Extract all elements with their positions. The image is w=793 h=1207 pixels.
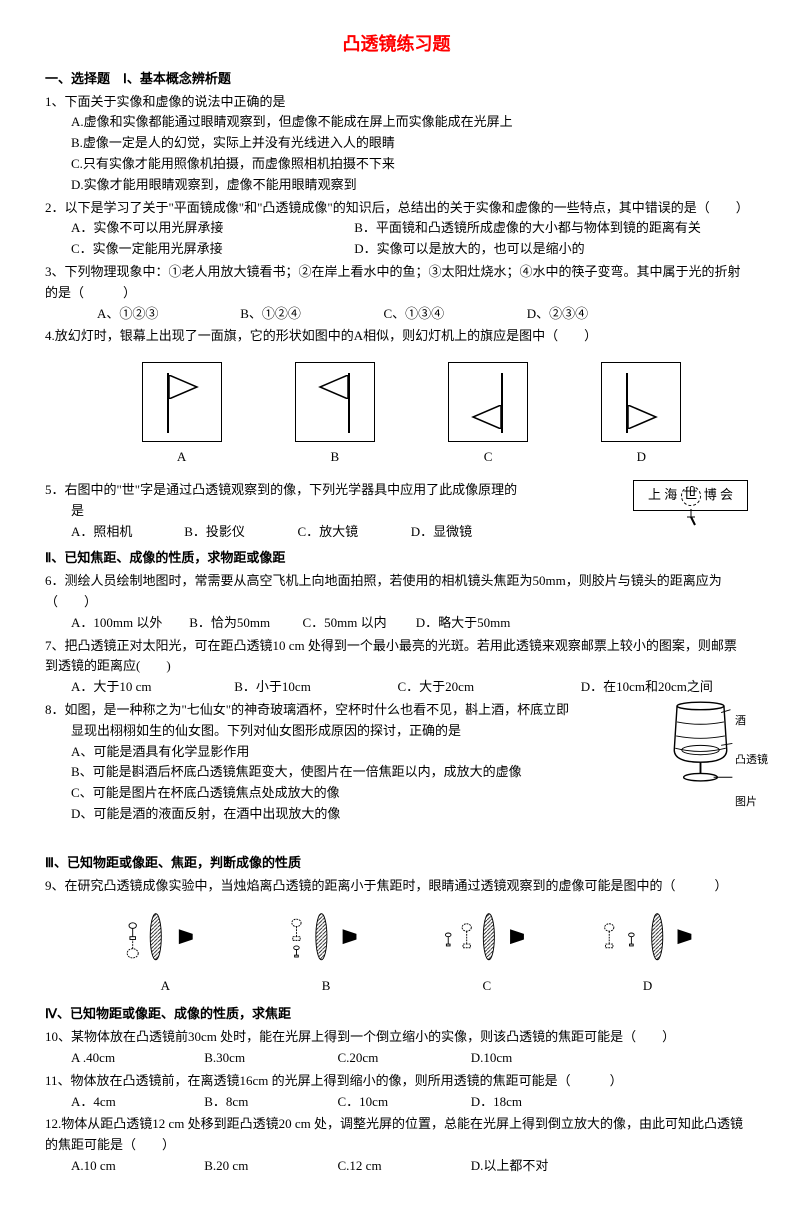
q2-opts-ab: A．实像不可以用光屏承接 B．平面镜和凸透镜所成虚像的大小都与物体到镜的距离有关	[45, 218, 748, 239]
q8-opt-b: B、可能是斟酒后杯底凸透镜焦距变大，使图片在一倍焦距以内，成放大的虚像	[45, 762, 653, 783]
q10-stem: 10、某物体放在凸透镜前30cm 处时，能在光屏上得到一个倒立缩小的实像，则该凸…	[45, 1027, 748, 1048]
q7-opts: A．大于10 cm B．小于10cm C．大于20cm D．在10cm和20cm…	[45, 677, 748, 698]
q10-opts: A .40cm B.30cm C.20cm D.10cm	[45, 1048, 748, 1069]
q9-fig-d: D	[588, 909, 708, 997]
q6-opts: A．100mm 以外 B．恰为50mm C．50mm 以内 D．略大于50mm	[45, 613, 748, 634]
q1-opt-b: B.虚像一定是人的幻觉，实际上并没有光线进入人的眼睛	[45, 133, 748, 154]
section-1-header: 一、选择题 Ⅰ、基本概念辨析题	[45, 69, 748, 90]
q8-figure: 酒 凸透镜 图片	[663, 698, 748, 847]
q7-stem: 7、把凸透镜正对太阳光，可在距凸透镜10 cm 处得到一个最小最亮的光斑。若用此…	[45, 636, 748, 678]
q4-fig-a: A	[142, 362, 222, 468]
section-3-header: Ⅲ、已知物距或像距、焦距，判断成像的性质	[45, 853, 748, 874]
q4-fig-d: D	[601, 362, 681, 468]
q9-fig-b: B	[266, 909, 386, 997]
q6-stem: 6．测绘人员绘制地图时，常需要从高空飞机上向地面拍照，若使用的相机镜头焦距为50…	[45, 571, 748, 613]
q1-opt-c: C.只有实像才能用照像机拍摄，而虚像照相机拍摄不下来	[45, 154, 748, 175]
q9-fig-c: C	[427, 909, 547, 997]
q2-stem: 2．以下是学习了关于"平面镜成像"和"凸透镜成像"的知识后，总结出的关于实像和虚…	[45, 198, 748, 219]
q4-figures: A B C D	[105, 362, 718, 468]
q5-stem2: 是	[45, 501, 623, 522]
q1-opt-a: A.虚像和实像都能通过眼睛观察到，但虚像不能成在屏上而实像能成在光屏上	[45, 112, 748, 133]
q5-figure: 上 海 世 博 会	[633, 480, 748, 534]
q3-stem: 3、下列物理现象中：①老人用放大镜看书；②在岸上看水中的鱼；③太阳灶烧水；④水中…	[45, 262, 748, 304]
q3-opts: A、①②③ B、①②④ C、①③④ D、②③④	[45, 304, 748, 325]
q11-opts: A．4cm B．8cm C．10cm D．18cm	[45, 1092, 748, 1113]
q9-stem: 9、在研究凸透镜成像实验中，当烛焰离凸透镜的距离小于焦距时，眼睛通过透镜观察到的…	[45, 876, 748, 897]
q9-fig-a: A	[105, 909, 225, 997]
q5-stem1: 5．右图中的"世"字是通过凸透镜观察到的像，下列光学器具中应用了此成像原理的	[45, 480, 623, 501]
q4-stem: 4.放幻灯时，银幕上出现了一面旗，它的形状如图中的A相似，则幻灯机上的旗应是图中…	[45, 326, 748, 347]
section-4-header: Ⅳ、已知物距或像距、成像的性质，求焦距	[45, 1004, 748, 1025]
q5-opts: A．照相机 B．投影仪 C．放大镜 D．显微镜	[45, 522, 623, 543]
q8-stem2: 显现出栩栩如生的仙女图。下列对仙女图形成原因的探讨，正确的是	[45, 721, 653, 742]
q1-opt-d: D.实像才能用眼睛观察到，虚像不能用眼睛观察到	[45, 175, 748, 196]
q8-opt-a: A、可能是酒具有化学显影作用	[45, 742, 653, 763]
q8-opt-d: D、可能是酒的液面反射，在酒中出现放大的像	[45, 804, 653, 825]
q9-figures: A B C D	[85, 909, 728, 997]
q4-fig-b: B	[295, 362, 375, 468]
doc-title: 凸透镜练习题	[45, 30, 748, 59]
q8-row: 8．如图，是一种称之为"七仙女"的神奇玻璃酒杯，空杯时什么也看不见，斟上酒，杯底…	[45, 698, 748, 847]
q8-opt-c: C、可能是图片在杯底凸透镜焦点处成放大的像	[45, 783, 653, 804]
section-2-header: Ⅱ、已知焦距、成像的性质，求物距或像距	[45, 548, 748, 569]
q12-opts: A.10 cm B.20 cm C.12 cm D.以上都不对	[45, 1156, 748, 1177]
q11-stem: 11、物体放在凸透镜前，在离透镜16cm 的光屏上得到缩小的像，则所用透镜的焦距…	[45, 1071, 748, 1092]
q2-opts-cd: C．实像一定能用光屏承接 D．实像可以是放大的，也可以是缩小的	[45, 239, 748, 260]
q8-stem1: 8．如图，是一种称之为"七仙女"的神奇玻璃酒杯，空杯时什么也看不见，斟上酒，杯底…	[45, 700, 653, 721]
q12-stem: 12.物体从距凸透镜12 cm 处移到距凸透镜20 cm 处，调整光屏的位置，总…	[45, 1114, 748, 1156]
q4-fig-c: C	[448, 362, 528, 468]
q5-row: 5．右图中的"世"字是通过凸透镜观察到的像，下列光学器具中应用了此成像原理的 是…	[45, 478, 748, 542]
q1-stem: 1、下面关于实像和虚像的说法中正确的是	[45, 92, 748, 113]
